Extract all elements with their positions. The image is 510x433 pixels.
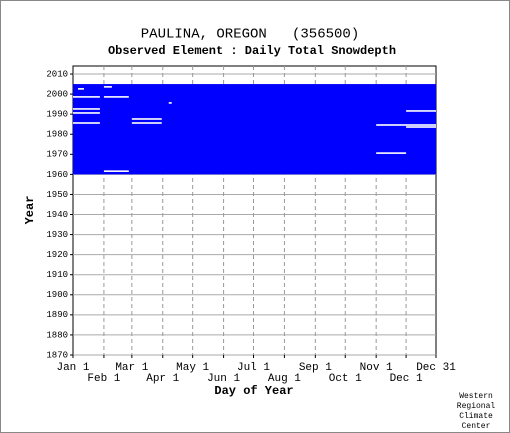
missing-data <box>168 102 172 104</box>
missing-data <box>103 96 129 98</box>
missing-data <box>406 126 436 128</box>
y-tick-label: 1900 <box>46 290 68 300</box>
missing-data <box>406 110 436 112</box>
y-tick-label: 1970 <box>46 150 68 160</box>
chart-subtitle: Observed Element : Daily Total Snowdepth <box>108 44 396 58</box>
missing-data <box>73 112 100 114</box>
x-tick-label: Oct 1 <box>329 373 362 385</box>
missing-data <box>73 96 100 98</box>
y-tick-label: 1980 <box>46 130 68 140</box>
y-tick-label: 1960 <box>46 170 68 180</box>
y-tick-label: 1920 <box>46 250 68 260</box>
missing-data <box>131 122 162 124</box>
y-tick-label: 2010 <box>46 69 68 79</box>
credit: Climate <box>459 412 493 421</box>
x-tick-label: Nov 1 <box>360 362 393 374</box>
x-tick-label: Dec 1 <box>390 373 423 385</box>
y-axis-label: Year <box>23 196 37 225</box>
credit: Regional <box>457 402 496 411</box>
y-tick-label: 1940 <box>46 210 68 220</box>
x-tick-label: Aug 1 <box>268 373 301 385</box>
missing-data <box>376 152 407 154</box>
x-tick-label: Mar 1 <box>115 362 148 374</box>
y-tick-label: 1880 <box>46 330 68 340</box>
x-tick-label: Jun 1 <box>207 373 240 385</box>
x-axis-label: Day of Year <box>214 384 293 398</box>
missing-data <box>77 88 84 90</box>
missing-data <box>73 122 100 124</box>
x-tick-label: Jul 1 <box>237 362 270 374</box>
y-tick-label: 1950 <box>46 190 68 200</box>
x-tick-label: Apr 1 <box>146 373 179 385</box>
y-tick-label: 1930 <box>46 230 68 240</box>
coverage-block <box>73 84 436 175</box>
x-tick-label: May 1 <box>176 362 209 374</box>
y-tick-label: 2000 <box>46 89 68 99</box>
chart-title: PAULINA, OREGON (356500) <box>141 27 359 43</box>
missing-data <box>376 124 436 126</box>
y-tick-label: 1870 <box>46 350 68 360</box>
credit: Western <box>459 392 493 401</box>
missing-data <box>103 86 112 88</box>
x-tick-label: Jan 1 <box>56 362 89 374</box>
y-tick-label: 1910 <box>46 270 68 280</box>
credit: Center <box>462 422 491 431</box>
y-tick-label: 1990 <box>46 110 68 120</box>
missing-data <box>131 118 162 120</box>
x-tick-label: Sep 1 <box>299 362 332 374</box>
x-tick-label: Feb 1 <box>87 373 120 385</box>
missing-data <box>103 170 129 172</box>
y-tick-label: 1890 <box>46 310 68 320</box>
x-tick-label: Dec 31 <box>416 362 456 374</box>
missing-data <box>73 108 100 110</box>
